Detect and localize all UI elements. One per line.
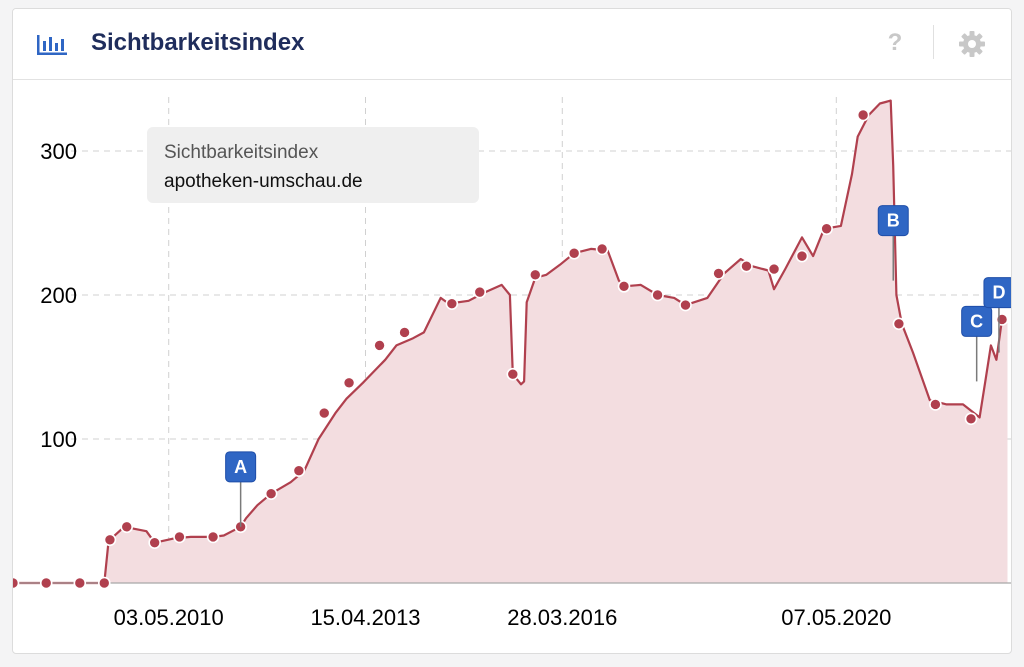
data-point [740,259,753,273]
widget-title: Sichtbarkeitsindex [91,29,305,56]
gear-icon[interactable] [957,29,987,59]
help-icon[interactable]: ? [887,29,903,56]
data-point [173,530,186,544]
data-point [206,530,220,544]
y-tick-label: 100 [40,427,77,452]
x-axis-ticks: 03.05.2010 15.04.2013 28.03.2016 07.05.2020 [114,605,892,630]
data-point [528,268,542,282]
data-point [712,267,725,280]
event-markers: A B CD [225,205,1011,527]
event-label: D [992,283,1005,303]
x-tick-label: 07.05.2020 [781,605,891,630]
data-point [120,520,134,534]
data-point [445,297,459,310]
event-marker-c: C [961,305,993,382]
data-point [567,246,581,260]
event-badge [961,305,993,337]
event-label: B [887,211,900,231]
data-point [892,317,906,331]
bar-chart-icon [37,35,67,55]
x-tick-label: 03.05.2010 [114,605,224,630]
data-point [964,412,978,426]
data-point [651,288,664,302]
event-badge [877,205,909,237]
data-point [148,536,161,549]
chart-tooltip: Sichtbarkeitsindex apotheken-umschau.de [147,127,479,203]
event-badge [983,277,1011,309]
data-point [473,285,487,299]
header-divider [933,25,934,59]
y-tick-label: 200 [40,283,77,308]
data-point [292,464,306,477]
widget-header: Sichtbarkeitsindex ? [13,9,1011,80]
series-area [13,100,1008,583]
event-badge [225,451,257,483]
data-point [317,406,331,420]
data-point [103,533,117,547]
event-marker-b: B [877,205,909,281]
data-point [97,576,111,590]
y-tick-label: 300 [40,139,77,164]
data-point [679,298,692,312]
event-label: C [970,311,983,331]
data-point [595,242,609,256]
data-point [795,249,809,263]
tooltip-domain: apotheken-umschau.de [164,171,363,192]
visibility-chart: A B CD 100 200 300 03.05.2010 15.04.2013 28.03… [13,97,1011,630]
data-point [39,576,53,590]
event-marker-a: A [225,451,257,527]
data-point [820,222,833,236]
data-point [506,367,520,381]
data-point [373,339,386,352]
tooltip-box [147,127,479,203]
data-point [929,398,942,411]
event-marker-d: D [983,277,1011,353]
event-label: A [234,457,247,477]
series-markers [13,108,1009,590]
data-point [342,376,356,390]
y-axis-ticks: 100 200 300 [40,139,77,452]
data-point [767,262,781,276]
x-tick-label: 28.03.2016 [507,605,617,630]
data-point [617,280,631,293]
x-tick-label: 15.04.2013 [310,605,420,630]
data-point [73,576,87,590]
data-point [13,576,20,590]
data-point [398,326,411,339]
data-point [856,108,870,122]
tooltip-metric: Sichtbarkeitsindex [164,142,319,163]
data-point [264,487,278,501]
series-line [13,99,1008,585]
